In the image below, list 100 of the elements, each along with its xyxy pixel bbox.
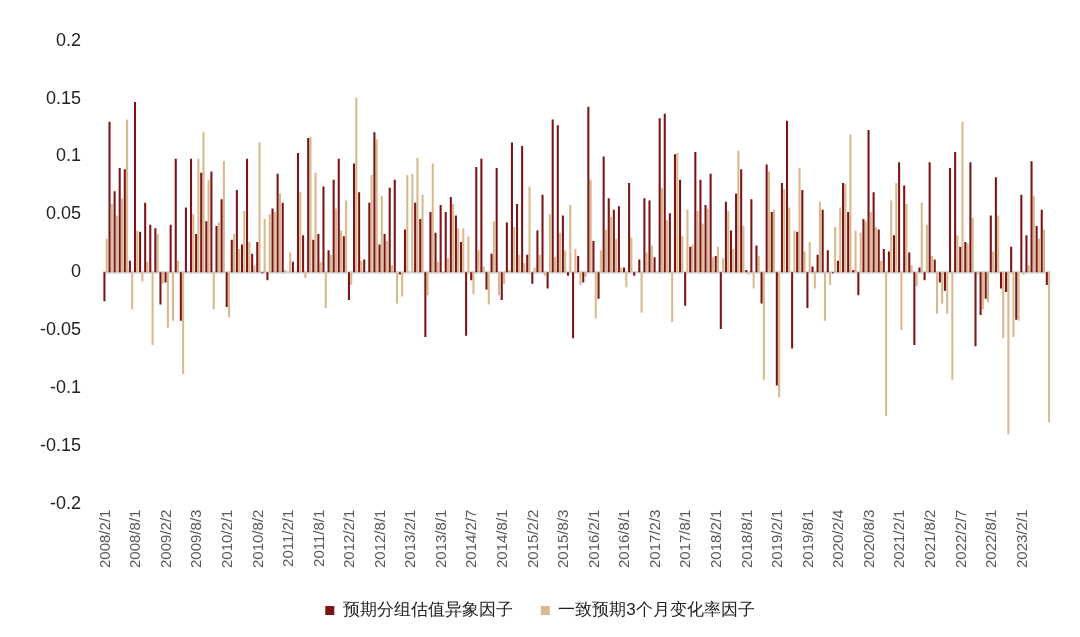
bar	[390, 265, 394, 273]
x-tick-label: 2016/2/1	[584, 509, 602, 568]
bar	[1012, 272, 1015, 337]
x-tick-label: 2010/8/2	[248, 509, 266, 568]
bar	[765, 164, 768, 273]
bar	[849, 134, 852, 273]
bar	[561, 215, 564, 273]
bar	[1007, 272, 1010, 435]
bar	[956, 235, 959, 273]
y-tick-label: -0.15	[40, 434, 82, 455]
bar	[401, 272, 404, 297]
bar	[615, 238, 618, 273]
bar	[686, 209, 689, 273]
bar	[276, 173, 279, 273]
bar	[638, 259, 641, 273]
bar	[212, 272, 215, 310]
bar	[516, 203, 519, 273]
bar	[1045, 272, 1048, 285]
bar	[475, 166, 478, 273]
bar	[480, 158, 483, 273]
bar	[885, 272, 888, 416]
bar	[666, 220, 669, 273]
bar	[752, 272, 755, 289]
bar	[190, 158, 193, 273]
bar	[133, 102, 137, 273]
bar	[497, 272, 500, 296]
x-tick-label: 2011/2/1	[279, 509, 297, 567]
x-tick-label: 2013/2/1	[401, 509, 419, 568]
bar	[722, 258, 725, 273]
bar	[694, 151, 697, 273]
bar	[1037, 238, 1040, 273]
bar	[559, 232, 562, 273]
y-tick-label: -0.05	[40, 319, 82, 340]
bar	[928, 162, 931, 273]
bar	[872, 192, 875, 273]
bar	[767, 171, 770, 273]
bar	[398, 272, 401, 275]
bar	[345, 200, 348, 273]
x-tick-label: 2016/8/1	[615, 509, 633, 568]
y-tick-label: 0.15	[45, 87, 82, 108]
x-tick-label: 2008/2/1	[95, 509, 113, 568]
bar	[334, 208, 337, 273]
bar	[411, 173, 414, 273]
bar	[630, 237, 633, 273]
bar	[755, 245, 758, 273]
bar	[182, 272, 185, 375]
bar	[467, 236, 470, 273]
bar	[569, 205, 572, 273]
bar	[419, 218, 422, 273]
bar	[653, 257, 656, 273]
bar	[375, 139, 378, 273]
x-tick-label: 2014/8/1	[493, 509, 511, 568]
bar	[538, 254, 541, 273]
bar	[251, 253, 254, 273]
bar	[322, 186, 325, 273]
bar	[393, 179, 396, 273]
bar	[997, 215, 1000, 273]
bar	[994, 177, 997, 273]
bar	[416, 157, 419, 273]
bar	[159, 272, 162, 305]
bar	[238, 249, 241, 273]
bar	[446, 258, 450, 273]
bar	[1035, 225, 1038, 273]
bar	[969, 162, 972, 273]
bar	[938, 272, 941, 283]
bar	[974, 272, 977, 347]
bar	[900, 272, 903, 331]
bar	[742, 225, 745, 273]
bar	[811, 266, 814, 273]
bar	[592, 240, 595, 273]
bar	[342, 236, 345, 273]
bar	[681, 236, 684, 273]
bar	[528, 186, 531, 273]
bar	[258, 142, 261, 273]
bar	[263, 218, 266, 273]
bar	[1025, 235, 1028, 273]
bar	[477, 250, 480, 273]
bar	[905, 203, 908, 273]
bar	[574, 249, 577, 273]
bar	[317, 234, 320, 273]
bar	[240, 244, 243, 273]
bar	[959, 246, 962, 273]
bar	[246, 158, 249, 273]
bar	[1032, 195, 1035, 273]
x-tick-label: 2008/8/1	[126, 509, 144, 568]
x-tick-label: 2009/8/3	[187, 509, 205, 568]
bar	[791, 272, 794, 349]
bar	[572, 272, 575, 339]
x-tick-label: 2019/2/1	[768, 509, 786, 568]
bar	[531, 272, 534, 284]
bar	[645, 252, 648, 273]
bar	[551, 119, 554, 273]
bar	[452, 203, 455, 273]
bar	[699, 179, 702, 273]
bar	[943, 272, 946, 291]
bar	[146, 261, 149, 273]
bar	[500, 272, 503, 300]
bar	[472, 272, 475, 295]
bar	[220, 199, 223, 273]
bar	[503, 272, 506, 284]
